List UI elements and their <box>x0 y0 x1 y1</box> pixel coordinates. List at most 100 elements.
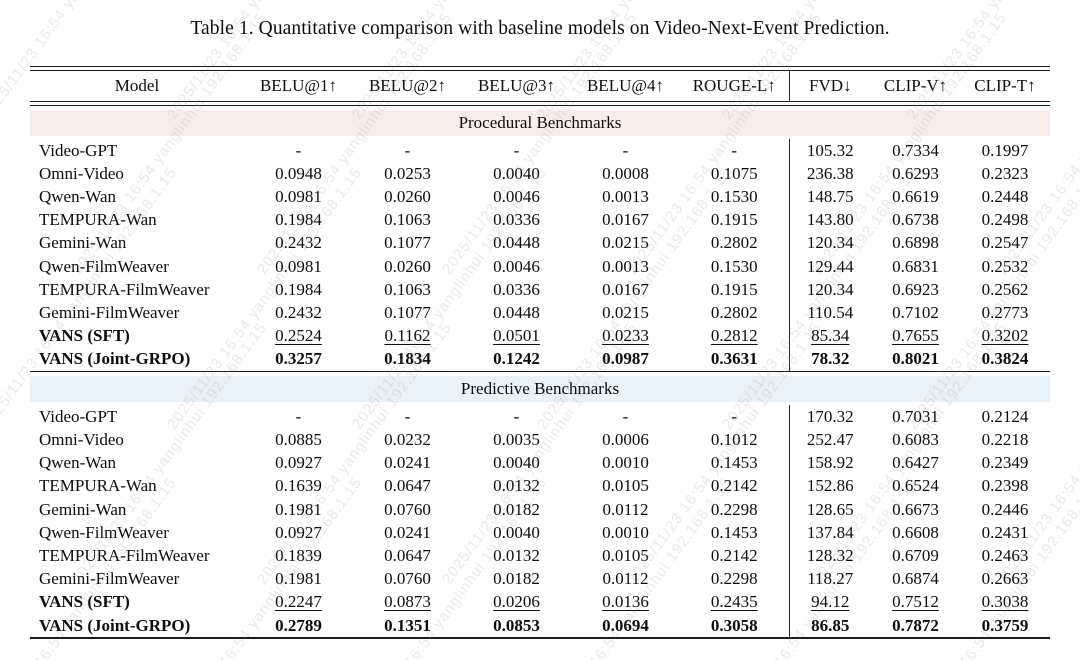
value-cell: 0.6709 <box>892 545 939 565</box>
table-row: VANS (SFT) 0.2247 0.0873 0.0206 0.0136 0.2435… <box>30 590 1050 614</box>
horizontal-rule <box>30 101 1050 106</box>
value-cell: 0.6874 <box>892 569 939 589</box>
table-row: Qwen-Wan 0.0927 0.0241 0.0040 0.0010 0.1453 15… <box>30 451 1050 475</box>
value-cell: 0.0010 <box>602 453 649 473</box>
value-cell: 0.0948 <box>275 163 322 183</box>
model-cell: Qwen-FilmWeaver <box>39 256 169 276</box>
value-cell: 0.0010 <box>602 522 649 542</box>
value-cell: 0.0760 <box>384 569 431 589</box>
header-row: Model BELU@1↑ BELU@2↑ BELU@3↑ BELU@4↑ ROUGE-L… <box>30 71 1050 101</box>
value-cell: 0.1012 <box>710 430 758 450</box>
value-cell: 0.0448 <box>493 233 540 253</box>
column-header: CLIP-T↑ <box>974 76 1036 95</box>
column-header: FVD↓ <box>788 71 871 101</box>
value-cell: 0.6738 <box>892 210 939 230</box>
table-row: VANS (Joint-GRPO) 0.3257 0.1834 0.1242 0.098… <box>30 347 1050 371</box>
value-cell: 0.0253 <box>384 163 431 183</box>
table-row: Video-GPT - - - - - 170.32 0.7031 0.2124 <box>30 405 1050 429</box>
column-header: Model <box>114 76 160 95</box>
value-cell: 0.0013 <box>602 256 649 276</box>
table-row: TEMPURA-FilmWeaver 0.1984 0.1063 0.0336 0.01… <box>30 278 1050 302</box>
value-cell: 0.1915 <box>710 210 758 230</box>
value-cell: 0.2802 <box>710 233 758 253</box>
value-cell: 0.1162 <box>384 326 431 346</box>
value-cell: - <box>404 140 411 160</box>
value-cell: 0.0336 <box>493 210 540 230</box>
value-cell: 0.0167 <box>602 210 649 230</box>
value-cell: 0.7872 <box>892 615 939 635</box>
model-cell: Video-GPT <box>39 140 118 160</box>
value-cell: 0.1984 <box>275 210 322 230</box>
model-cell: Gemini-FilmWeaver <box>39 302 180 322</box>
value-cell: 158.92 <box>788 451 871 475</box>
model-cell: Gemini-Wan <box>39 233 127 253</box>
horizontal-rule <box>30 637 1050 639</box>
value-cell: 0.3824 <box>981 349 1029 369</box>
model-cell: Qwen-Wan <box>39 453 116 473</box>
column-header: BELU@1↑ <box>259 76 338 95</box>
value-cell: 0.0927 <box>275 522 322 542</box>
value-cell: - <box>731 406 738 426</box>
value-cell: 0.0132 <box>493 476 540 496</box>
table-row: TEMPURA-Wan 0.1639 0.0647 0.0132 0.0105 0.214… <box>30 474 1050 499</box>
value-cell: 0.0182 <box>493 569 540 589</box>
value-cell: 0.6293 <box>892 163 939 183</box>
value-cell: 0.2323 <box>981 163 1029 183</box>
value-cell: - <box>295 140 302 160</box>
value-cell: 0.0987 <box>602 349 649 369</box>
value-cell: 0.0008 <box>602 163 649 183</box>
section-band-label: Procedural Benchmarks <box>30 110 1050 136</box>
value-cell: 0.2435 <box>710 592 758 612</box>
value-cell: 0.0040 <box>493 522 540 542</box>
model-cell: TEMPURA-FilmWeaver <box>39 545 210 565</box>
value-cell: 0.3759 <box>981 615 1029 635</box>
column-header: BELU@4↑ <box>586 76 665 95</box>
value-cell: 0.1351 <box>384 615 431 635</box>
value-cell: 0.0040 <box>493 453 540 473</box>
value-cell: 0.2663 <box>981 569 1029 589</box>
value-cell: 118.27 <box>788 567 871 591</box>
value-cell: 94.12 <box>788 590 871 614</box>
value-cell: 0.2349 <box>981 453 1029 473</box>
value-cell: 0.1530 <box>710 256 758 276</box>
value-cell: 0.2398 <box>981 476 1029 496</box>
value-cell: 0.1834 <box>384 349 431 369</box>
value-cell: 0.0233 <box>602 326 649 346</box>
value-cell: 0.0013 <box>602 186 649 206</box>
value-cell: 0.0006 <box>602 430 649 450</box>
value-cell: 0.7031 <box>892 406 939 426</box>
value-cell: 0.0206 <box>493 592 540 612</box>
value-cell: - <box>731 140 738 160</box>
value-cell: 0.0215 <box>602 302 649 322</box>
model-cell: Omni-Video <box>39 163 124 183</box>
value-cell: 0.0760 <box>384 499 431 519</box>
value-cell: 0.0215 <box>602 233 649 253</box>
value-cell: 0.0981 <box>275 256 322 276</box>
column-header: CLIP-V↑ <box>883 76 948 95</box>
value-cell: 0.2448 <box>981 186 1029 206</box>
value-cell: 0.2432 <box>275 233 322 253</box>
value-cell: 0.1453 <box>710 522 758 542</box>
value-cell: 0.2247 <box>275 592 322 612</box>
value-cell: 152.86 <box>788 474 871 499</box>
value-cell: 143.80 <box>788 208 871 232</box>
value-cell: - <box>513 406 520 426</box>
value-cell: 0.1530 <box>710 186 758 206</box>
value-cell: - <box>513 140 520 160</box>
value-cell: 0.6608 <box>892 522 939 542</box>
value-cell: 0.1063 <box>384 279 431 299</box>
column-header: BELU@3↑ <box>477 76 556 95</box>
value-cell: 0.6673 <box>892 499 939 519</box>
value-cell: 0.0647 <box>384 545 431 565</box>
value-cell: 0.3202 <box>981 326 1029 346</box>
value-cell: 252.47 <box>788 428 871 452</box>
value-cell: 0.2789 <box>275 615 322 635</box>
value-cell: 0.6427 <box>892 453 939 473</box>
value-cell: 148.75 <box>788 185 871 209</box>
horizontal-rule <box>30 66 1050 71</box>
value-cell: 0.0885 <box>275 430 322 450</box>
value-cell: 0.0448 <box>493 302 540 322</box>
value-cell: 0.0040 <box>493 163 540 183</box>
value-cell: 0.2562 <box>981 279 1029 299</box>
value-cell: 0.6619 <box>892 186 939 206</box>
